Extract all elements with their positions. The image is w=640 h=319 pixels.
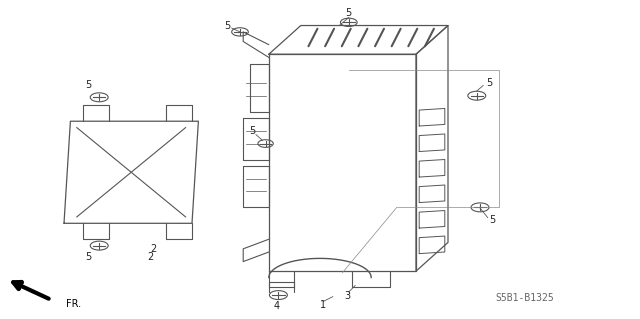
Text: 5: 5 [85, 252, 92, 262]
Text: 2: 2 [147, 252, 154, 262]
Text: 5: 5 [346, 8, 352, 18]
Text: 5: 5 [250, 126, 256, 136]
Text: 5: 5 [224, 20, 230, 31]
Text: 5: 5 [490, 215, 496, 225]
Text: 1: 1 [320, 300, 326, 310]
Text: 2: 2 [150, 244, 157, 254]
Text: S5B1-B1325: S5B1-B1325 [495, 293, 554, 303]
Text: 3: 3 [344, 291, 351, 301]
Text: 5: 5 [486, 78, 493, 88]
Text: FR.: FR. [66, 299, 81, 309]
Text: 5: 5 [85, 79, 92, 90]
Text: 4: 4 [273, 301, 280, 311]
